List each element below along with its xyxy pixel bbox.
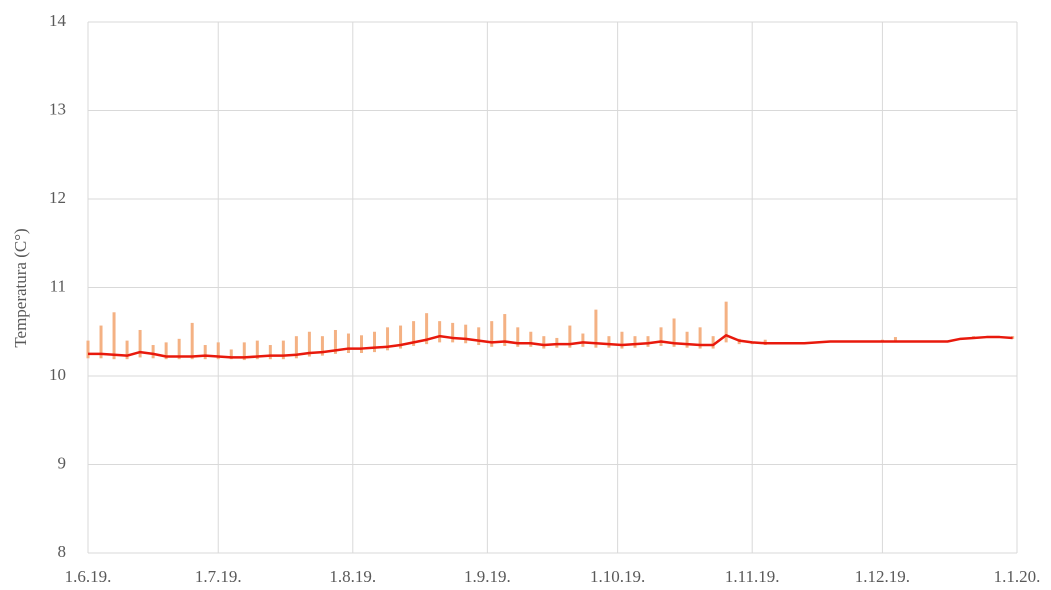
x-tick-label: 1.1.20.: [994, 567, 1041, 586]
y-tick-label: 14: [49, 11, 67, 30]
x-tick-label: 1.10.19.: [590, 567, 645, 586]
y-axis-label: Temperatura (C°): [11, 228, 30, 347]
y-tick-label: 11: [50, 276, 66, 295]
y-tick-label: 13: [49, 99, 66, 118]
mean-line: [88, 334, 1013, 359]
x-tick-label: 1.12.19.: [855, 567, 910, 586]
y-tick-label: 10: [49, 365, 66, 384]
x-tick-label: 1.8.19.: [329, 567, 376, 586]
y-tick-label: 12: [49, 188, 66, 207]
x-tick-label: 1.6.19.: [65, 567, 112, 586]
y-tick-label: 8: [58, 542, 67, 561]
x-tick-label: 1.7.19.: [195, 567, 242, 586]
y-tick-label: 9: [58, 453, 67, 472]
x-tick-label: 1.9.19.: [464, 567, 511, 586]
x-tick-label: 1.11.19.: [725, 567, 780, 586]
